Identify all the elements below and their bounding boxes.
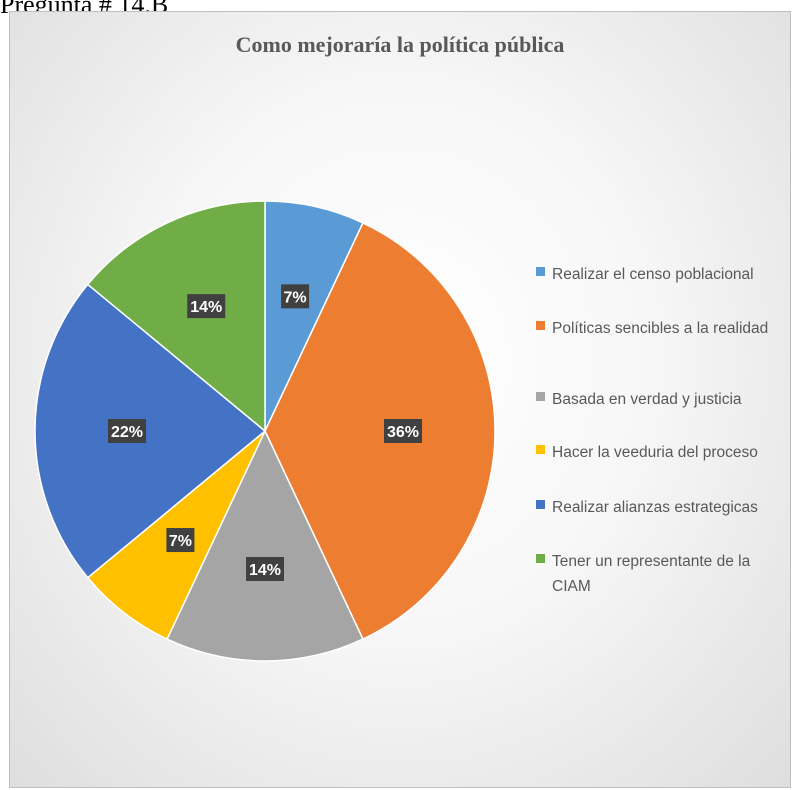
pie-slice-basada-en-verdad-y-justicia	[166, 429, 364, 662]
legend-label: Basada en verdad y justicia	[552, 391, 742, 408]
data-label-box	[187, 294, 226, 319]
legend-label: Hacer la veeduria del proceso	[552, 444, 758, 461]
data-label-text: 22%	[111, 424, 143, 441]
chart-title: Como mejoraría la política pública	[235, 32, 565, 57]
data-label-basada-en-verdad-y-justicia: 14%	[246, 557, 284, 581]
legend-label: Realizar alianzas estrategicas	[552, 499, 758, 516]
legend-swatch	[536, 321, 545, 330]
pie-chart: 7% 36% 14% 7% 22% 14%	[34, 200, 496, 662]
data-label-tener-un-representante-de-la-ciam: 14%	[187, 294, 226, 319]
pie-slice-realizar-el-censo-poblacional	[264, 200, 364, 432]
data-label-realizar-alianzas-estrategicas: 22%	[108, 419, 146, 443]
data-label-text: 36%	[387, 424, 419, 441]
data-label-hacer-la-veeduria-del-proceso: 7%	[166, 528, 195, 553]
data-label-box	[384, 419, 422, 443]
pie-slice-realizar-alianzas-estrategicas	[34, 283, 267, 579]
pie-slice-tener-un-representante-de-la-ciam	[86, 200, 266, 433]
data-label-box	[246, 557, 284, 581]
legend-swatch	[536, 267, 545, 276]
data-label-text: 7%	[169, 533, 192, 550]
legend-swatch	[536, 554, 545, 563]
legend-label: Tener un representante de la CIAM	[552, 553, 751, 595]
data-label-text: 7%	[284, 289, 307, 306]
data-label-text: 14%	[249, 562, 281, 579]
legend-swatch	[536, 392, 545, 401]
data-label-box	[166, 528, 195, 553]
data-label-box	[281, 284, 310, 309]
data-label-text: 14%	[190, 299, 222, 316]
legend-label: Realizar el censo poblacional	[552, 266, 754, 283]
legend-swatch	[536, 500, 545, 509]
pie-slice-politicas-sencibles-a-la-realidad	[264, 221, 496, 641]
legend-label: Políticas sencibles a la realidad	[552, 320, 769, 337]
data-label-box	[108, 419, 146, 443]
legend-swatch	[536, 445, 545, 454]
chart-area: Como mejoraría la política pública 7% 36%…	[9, 11, 791, 788]
data-label-realizar-el-censo-poblacional: 7%	[281, 284, 310, 309]
data-label-politicas-sencibles-a-la-realidad: 36%	[384, 419, 422, 443]
